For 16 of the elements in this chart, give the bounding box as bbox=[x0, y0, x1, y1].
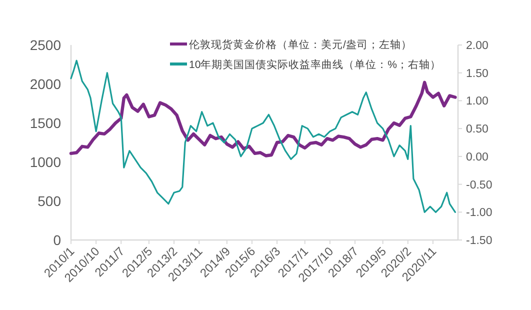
y2-tick-label: 2.00 bbox=[466, 40, 488, 52]
y2-tick-label: -1.00 bbox=[466, 207, 492, 220]
y-tick-label: 1000 bbox=[30, 154, 62, 170]
y2-tick-label: 1.00 bbox=[466, 96, 488, 108]
y2-tick-label: -1.50 bbox=[466, 235, 492, 247]
y2-tick-label: -0.50 bbox=[466, 179, 492, 192]
y-tick-label: 2500 bbox=[30, 37, 62, 53]
y2-tick-label: 0.00 bbox=[466, 151, 488, 164]
y2-tick-label: 0.50 bbox=[466, 124, 488, 136]
y-tick-label: 1500 bbox=[30, 115, 62, 131]
y-tick-label: 0 bbox=[53, 232, 62, 248]
y-tick-label: 2000 bbox=[30, 76, 62, 92]
legend-label: 伦敦现货黄金价格（单位：美元/盎司；左轴） bbox=[189, 38, 412, 51]
y2-tick-label: 1.50 bbox=[466, 68, 488, 80]
legend-label: 10年期美国国债实际收益率曲线（单位：%；右轴） bbox=[189, 58, 442, 71]
y-tick-label: 500 bbox=[38, 193, 62, 209]
